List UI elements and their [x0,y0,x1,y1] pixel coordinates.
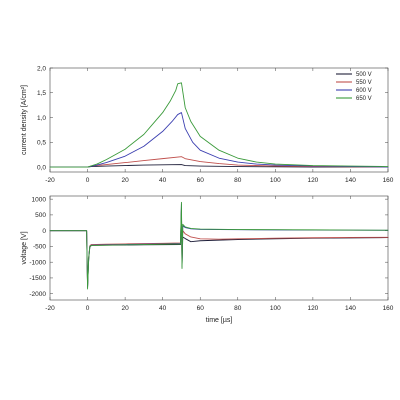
x-tick-label: 80 [234,305,242,312]
y-tick-label: 0 [42,228,46,235]
y-tick-label: -500 [33,244,46,251]
y-axis-label: current density [A/cm²] [21,85,28,155]
y-tick-label: 1000 [32,196,47,203]
series-line-600v [49,112,389,168]
x-tick-label: 0 [86,305,90,312]
y-tick-label: 1,5 [37,90,46,97]
series-line-500v [49,164,389,168]
x-tick-label: 40 [159,305,167,312]
x-tick-label: 160 [383,305,394,312]
voltage-panel: -20 0 20 40 60 80 100 120 140 160 -2000 -1500 -1000 -… [21,195,394,324]
legend-label: 650 V [356,96,372,102]
x-tick-label: -20 [45,177,55,184]
y-tick-label: -1000 [29,259,46,266]
current-density-panel: -20 0 20 40 60 80 100 120 140 160 0,0 0,5 1,0 1,5 2,0 c… [21,65,394,184]
x-tick-label: 40 [159,177,167,184]
series-line-500v [49,208,389,288]
y-tick-label: 500 [35,212,46,219]
legend-label: 500 V [356,72,372,78]
y-tick-label: 0,5 [37,140,46,147]
x-tick-label: -20 [45,305,55,312]
y-axis-label: voltage [V] [21,231,28,264]
series-line-650v [49,82,389,168]
legend-label: 550 V [356,80,372,86]
y-tick-label: 0,0 [37,164,46,171]
x-tick-label: 140 [345,305,356,312]
plot-frame [49,195,389,301]
x-tick-label: 60 [197,177,205,184]
x-tick-label: 120 [307,177,318,184]
series-line-550v [49,209,389,287]
x-tick-label: 20 [121,305,129,312]
x-tick-label: 20 [121,177,129,184]
x-tick-label: 100 [270,177,281,184]
x-tick-label: 160 [383,177,394,184]
x-axis-label: time [µs] [206,317,233,324]
y-tick-label: -2000 [29,291,46,298]
x-tick-label: 80 [234,177,242,184]
x-tick-label: 60 [197,305,205,312]
legend-label: 600 V [356,88,372,94]
x-tick-label: 120 [307,305,318,312]
series-line-650v [49,201,389,290]
plot-frame [49,67,389,173]
y-tick-label: 1,0 [37,115,46,122]
x-tick-label: 140 [345,177,356,184]
y-tick-label: 2,0 [37,65,46,72]
y-tick-label: -1500 [29,275,46,282]
x-tick-label: 0 [86,177,90,184]
x-tick-label: 100 [270,305,281,312]
